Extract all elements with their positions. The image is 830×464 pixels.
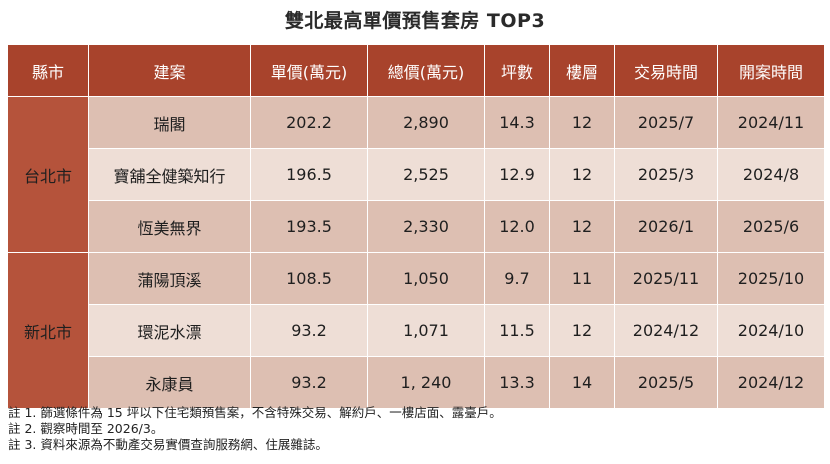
floor: 11	[549, 252, 615, 305]
launch-time: 2025/10	[717, 252, 825, 305]
project-name: 蒲陽頂溪	[88, 252, 251, 305]
launch-time: 2025/6	[717, 200, 825, 253]
unit-price: 108.5	[250, 252, 368, 305]
trade-time: 2026/1	[614, 200, 718, 253]
footnote-3: 註 3. 資料來源為不動產交易實價查詢服務網、住展雜誌。	[8, 437, 328, 452]
total-price: 2,525	[367, 148, 485, 201]
footnotes: 註 1. 篩選條件為 15 坪以下住宅類預售案，不含特殊交易、解約戶、一樓店面、…	[8, 405, 502, 453]
header-launch-time: 開案時間	[717, 45, 825, 97]
launch-time: 2024/8	[717, 148, 825, 201]
total-price: 1,071	[367, 304, 485, 357]
unit-price: 196.5	[250, 148, 368, 201]
launch-time: 2024/10	[717, 304, 825, 357]
unit-price: 193.5	[250, 200, 368, 253]
project-name: 環泥水漂	[88, 304, 251, 357]
ping: 14.3	[484, 96, 550, 149]
unit-price: 202.2	[250, 96, 368, 149]
floor: 12	[549, 148, 615, 201]
header-region: 縣市	[7, 45, 89, 97]
unit-price: 93.2	[250, 356, 368, 409]
unit-price: 93.2	[250, 304, 368, 357]
footnote-2: 註 2. 觀察時間至 2026/3。	[8, 421, 164, 436]
project-name: 瑞閣	[88, 96, 251, 149]
table-row: 寶舖全健築知行 196.5 2,525 12.9 12 2025/3 2024/…	[8, 148, 825, 201]
table-row: 環泥水漂 93.2 1,071 11.5 12 2024/12 2024/10	[8, 304, 825, 357]
total-price: 2,890	[367, 96, 485, 149]
footnote-1: 註 1. 篩選條件為 15 坪以下住宅類預售案，不含特殊交易、解約戶、一樓店面、…	[8, 405, 502, 420]
ping: 12.9	[484, 148, 550, 201]
project-name: 寶舖全健築知行	[88, 148, 251, 201]
trade-time: 2025/3	[614, 148, 718, 201]
page-title: 雙北最高單價預售套房 TOP3	[284, 10, 546, 32]
trade-time: 2024/12	[614, 304, 718, 357]
region-cell-taipei: 台北市	[7, 96, 89, 253]
total-price: 2,330	[367, 200, 485, 253]
project-name: 永康員	[88, 356, 251, 409]
project-name: 恆美無界	[88, 200, 251, 253]
table-header-row: 縣市 建案 單價(萬元) 總價(萬元) 坪數 樓層 交易時間 開案時間	[7, 45, 825, 97]
floor: 12	[549, 200, 615, 253]
header-unit-price: 單價(萬元)	[250, 45, 368, 97]
trade-time: 2025/7	[614, 96, 718, 149]
table-row: 新北市 蒲陽頂溪 108.5 1,050 9.7 11 2025/11 2025…	[7, 252, 825, 409]
floor: 12	[549, 304, 615, 357]
launch-time: 2024/12	[717, 356, 825, 409]
header-project: 建案	[88, 45, 251, 97]
ranking-table: 縣市 建案 單價(萬元) 總價(萬元) 坪數 樓層 交易時間 開案時間 台北市 …	[7, 45, 825, 409]
ping: 12.0	[484, 200, 550, 253]
header-floor: 樓層	[549, 45, 615, 97]
ping: 9.7	[484, 252, 550, 305]
table-row: 台北市 瑞閣 202.2 2,890 14.3 12 2025/7 2024/1…	[7, 96, 825, 253]
launch-time: 2024/11	[717, 96, 825, 149]
region-cell-new-taipei: 新北市	[7, 252, 89, 409]
header-ping: 坪數	[484, 45, 550, 97]
floor: 12	[549, 96, 615, 149]
header-trade-time: 交易時間	[614, 45, 718, 97]
floor: 14	[549, 356, 615, 409]
header-total-price: 總價(萬元)	[367, 45, 485, 97]
total-price: 1,050	[367, 252, 485, 305]
total-price: 1, 240	[367, 356, 485, 409]
ping: 13.3	[484, 356, 550, 409]
ping: 11.5	[484, 304, 550, 357]
trade-time: 2025/5	[614, 356, 718, 409]
table-row: 永康員 93.2 1, 240 13.3 14 2025/5 2024/12	[8, 356, 825, 409]
table-row: 恆美無界 193.5 2,330 12.0 12 2026/1 2025/6	[8, 200, 825, 253]
trade-time: 2025/11	[614, 252, 718, 305]
